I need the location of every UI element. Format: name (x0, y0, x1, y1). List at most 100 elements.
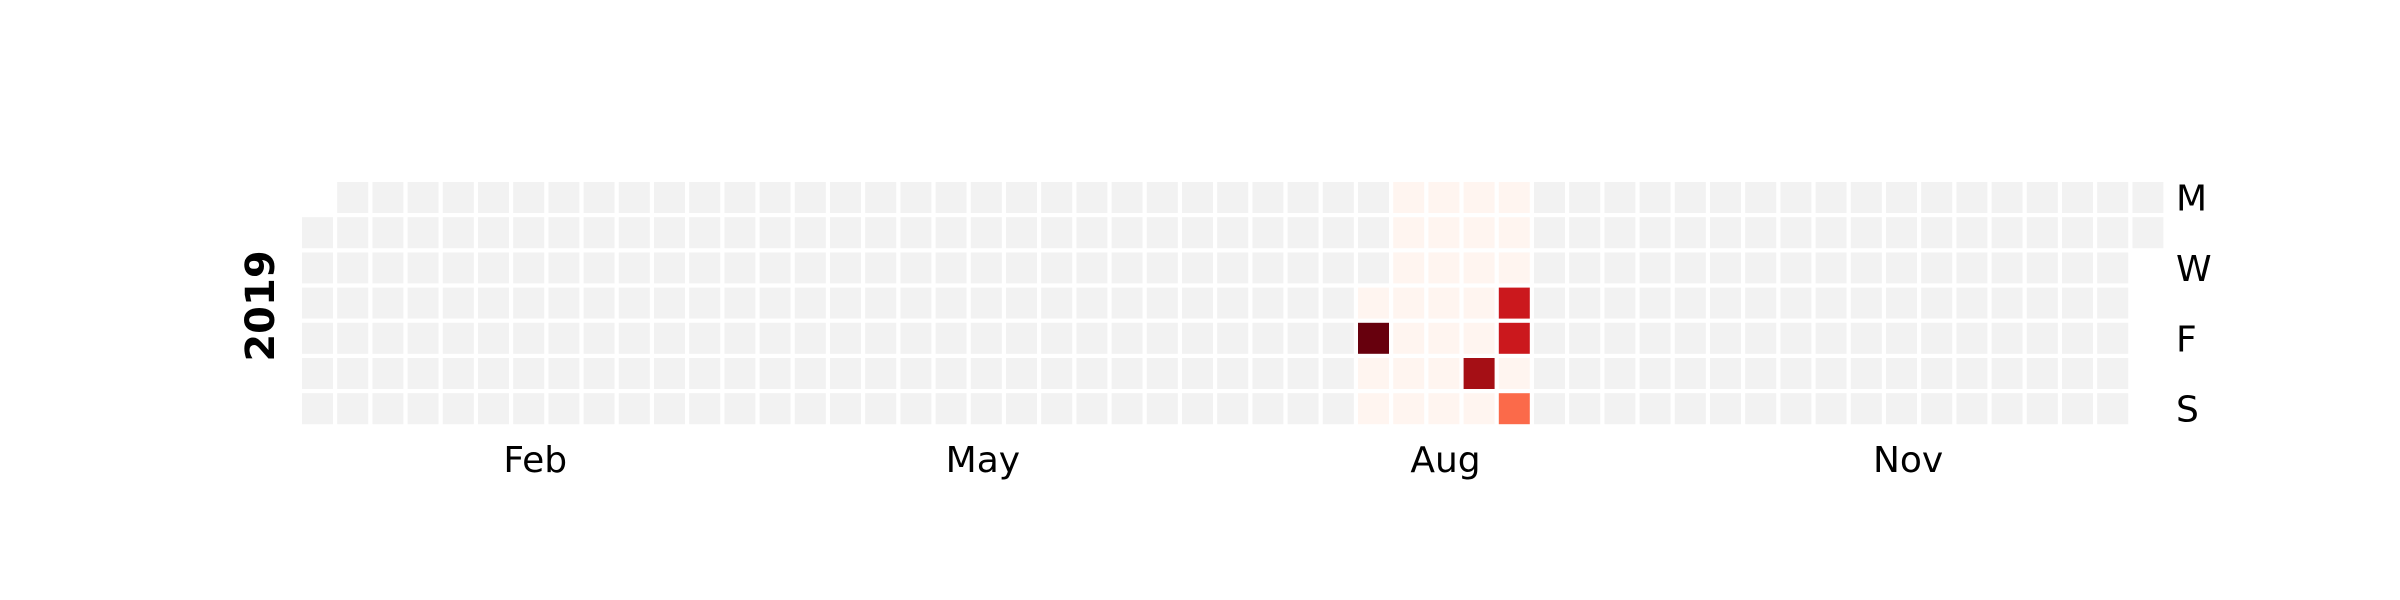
heatmap-cell-2019-09-17 (1604, 217, 1636, 249)
heatmap-cell-2019-02-02 (442, 358, 474, 389)
heatmap-cell-2019-09-10 (1569, 217, 1601, 249)
heatmap-cell-2019-12-23 (2097, 182, 2129, 213)
heatmap-cell-2019-05-18 (970, 358, 1002, 389)
heatmap-cell-2019-03-04 (618, 182, 650, 213)
heatmap-cell-2019-11-15 (1886, 322, 1917, 354)
heatmap-cell-2019-06-27 (1182, 287, 1213, 319)
heatmap-cell-2019-10-16 (1745, 252, 1777, 284)
heatmap-cell-2019-08-01 (1358, 287, 1389, 319)
heatmap-cell-2019-06-20 (1146, 287, 1178, 319)
heatmap-cell-2019-06-01 (1041, 358, 1073, 389)
heatmap-cell-2019-08-07 (1393, 252, 1425, 284)
heatmap-cell-2019-06-07 (1076, 322, 1108, 354)
heatmap-cell-2019-08-30 (1498, 322, 1530, 354)
heatmap-cell-2019-03-16 (654, 358, 685, 389)
heatmap-cell-2019-02-21 (548, 287, 580, 319)
heatmap-cell-2019-02-06 (478, 252, 509, 284)
heatmap-cell-2019-12-16 (2062, 182, 2093, 213)
heatmap-cell-2019-04-06 (759, 358, 791, 389)
heatmap-cell-2019-04-07 (759, 393, 791, 425)
heatmap-cell-2019-03-25 (724, 182, 756, 213)
heatmap-cell-2019-07-24 (1322, 252, 1354, 284)
heatmap-cell-2019-01-03 (302, 287, 333, 319)
year-label: 2019 (238, 250, 284, 361)
heatmap-cell-2019-08-21 (1463, 252, 1495, 284)
heatmap-cell-2019-01-04 (302, 322, 333, 354)
heatmap-cell-2019-04-02 (759, 217, 791, 249)
heatmap-cell-2019-04-30 (900, 217, 932, 249)
heatmap-cell-2019-09-11 (1569, 252, 1601, 284)
heatmap-cell-2019-08-18 (1428, 393, 1460, 425)
heatmap-cell-2019-05-09 (935, 287, 967, 319)
heatmap-cell-2019-11-24 (1921, 393, 1953, 425)
heatmap-cell-2019-10-22 (1780, 217, 1812, 249)
heatmap-cell-2019-02-20 (548, 252, 580, 284)
heatmap-cell-2019-02-23 (548, 358, 580, 389)
heatmap-cell-2019-03-02 (583, 358, 615, 389)
month-labels: Feb May Aug Nov (503, 440, 1943, 481)
heatmap-cell-2019-07-02 (1217, 217, 1249, 249)
heatmap-cell-2019-01-22 (407, 217, 439, 249)
heatmap-cell-2019-10-03 (1674, 287, 1706, 319)
heatmap-cell-2019-09-08 (1534, 393, 1565, 425)
heatmap-cell-2019-07-01 (1217, 182, 1249, 213)
heatmap-cell-2019-04-29 (900, 182, 932, 213)
heatmap-cell-2019-07-05 (1217, 322, 1249, 354)
month-label-nov: Nov (1873, 440, 1943, 481)
heatmap-cell-2019-03-05 (618, 217, 650, 249)
heatmap-cell-2019-03-20 (689, 252, 721, 284)
heatmap-cell-2019-03-13 (654, 252, 685, 284)
heatmap-cell-2019-08-13 (1428, 217, 1460, 249)
heatmap-cell-2019-10-05 (1674, 358, 1706, 389)
heatmap-cell-2019-05-25 (1006, 358, 1037, 389)
heatmap-cell-2019-12-08 (1991, 393, 2023, 425)
heatmap-cell-2019-03-07 (618, 287, 650, 319)
heatmap-cell-2019-05-16 (970, 287, 1002, 319)
heatmap-cell-2019-09-07 (1534, 358, 1565, 389)
heatmap-cell-2019-07-23 (1322, 217, 1354, 249)
heatmap-cell-2019-11-09 (1850, 358, 1882, 389)
heatmap-cell-2019-11-08 (1850, 322, 1882, 354)
heatmap-cell-2019-09-18 (1604, 252, 1636, 284)
heatmap-cell-2019-11-06 (1850, 252, 1882, 284)
heatmap-cell-2019-02-14 (513, 287, 545, 319)
heatmap-cell-2019-05-31 (1041, 322, 1073, 354)
heatmap-cell-2019-05-07 (935, 217, 967, 249)
heatmap-cell-2019-02-03 (442, 393, 474, 425)
heatmap-cell-2019-11-13 (1886, 252, 1917, 284)
heatmap-cell-2019-11-07 (1850, 287, 1882, 319)
heatmap-cell-2019-06-12 (1111, 252, 1143, 284)
heatmap-cell-2019-03-28 (724, 287, 756, 319)
heatmap-cell-2019-07-22 (1322, 182, 1354, 213)
month-label-may: May (946, 440, 1020, 481)
heatmap-cell-2019-11-10 (1850, 393, 1882, 425)
heatmap-cell-2019-04-24 (865, 252, 897, 284)
heatmap-cell-2019-10-13 (1710, 393, 1741, 425)
heatmap-cell-2019-07-19 (1287, 322, 1319, 354)
heatmap-cell-2019-04-14 (794, 393, 826, 425)
heatmap-cell-2019-01-28 (442, 182, 474, 213)
heatmap-cell-2019-12-31 (2132, 217, 2164, 249)
heatmap-cell-2019-02-16 (513, 358, 545, 389)
heatmap-cell-2019-09-28 (1639, 358, 1671, 389)
heatmap-cell-2019-08-24 (1463, 358, 1495, 389)
heatmap-cell-2019-10-07 (1710, 182, 1741, 213)
heatmap-cell-2019-05-27 (1041, 182, 1073, 213)
heatmap-cell-2019-04-19 (830, 322, 861, 354)
heatmap-cell-2019-06-04 (1076, 217, 1108, 249)
heatmap-cell-2019-11-27 (1956, 252, 1988, 284)
heatmap-cell-2019-03-29 (724, 322, 756, 354)
heatmap-cell-2019-09-21 (1604, 358, 1636, 389)
heatmap-cell-2019-02-18 (548, 182, 580, 213)
heatmap-cell-2019-05-05 (900, 393, 932, 425)
heatmap-cell-2019-12-27 (2097, 322, 2129, 354)
heatmap-cell-2019-11-04 (1850, 182, 1882, 213)
heatmap-cell-2019-01-01 (302, 217, 333, 249)
heatmap-cell-2019-03-18 (689, 182, 721, 213)
heatmap-cell-2019-08-20 (1463, 217, 1495, 249)
heatmap-cell-2019-12-06 (1991, 322, 2023, 354)
heatmap-cell-2019-10-27 (1780, 393, 1812, 425)
heatmap-cell-2019-11-19 (1921, 217, 1953, 249)
heatmap-cell-2019-12-14 (2026, 358, 2058, 389)
heatmap-cell-2019-01-06 (302, 393, 333, 425)
